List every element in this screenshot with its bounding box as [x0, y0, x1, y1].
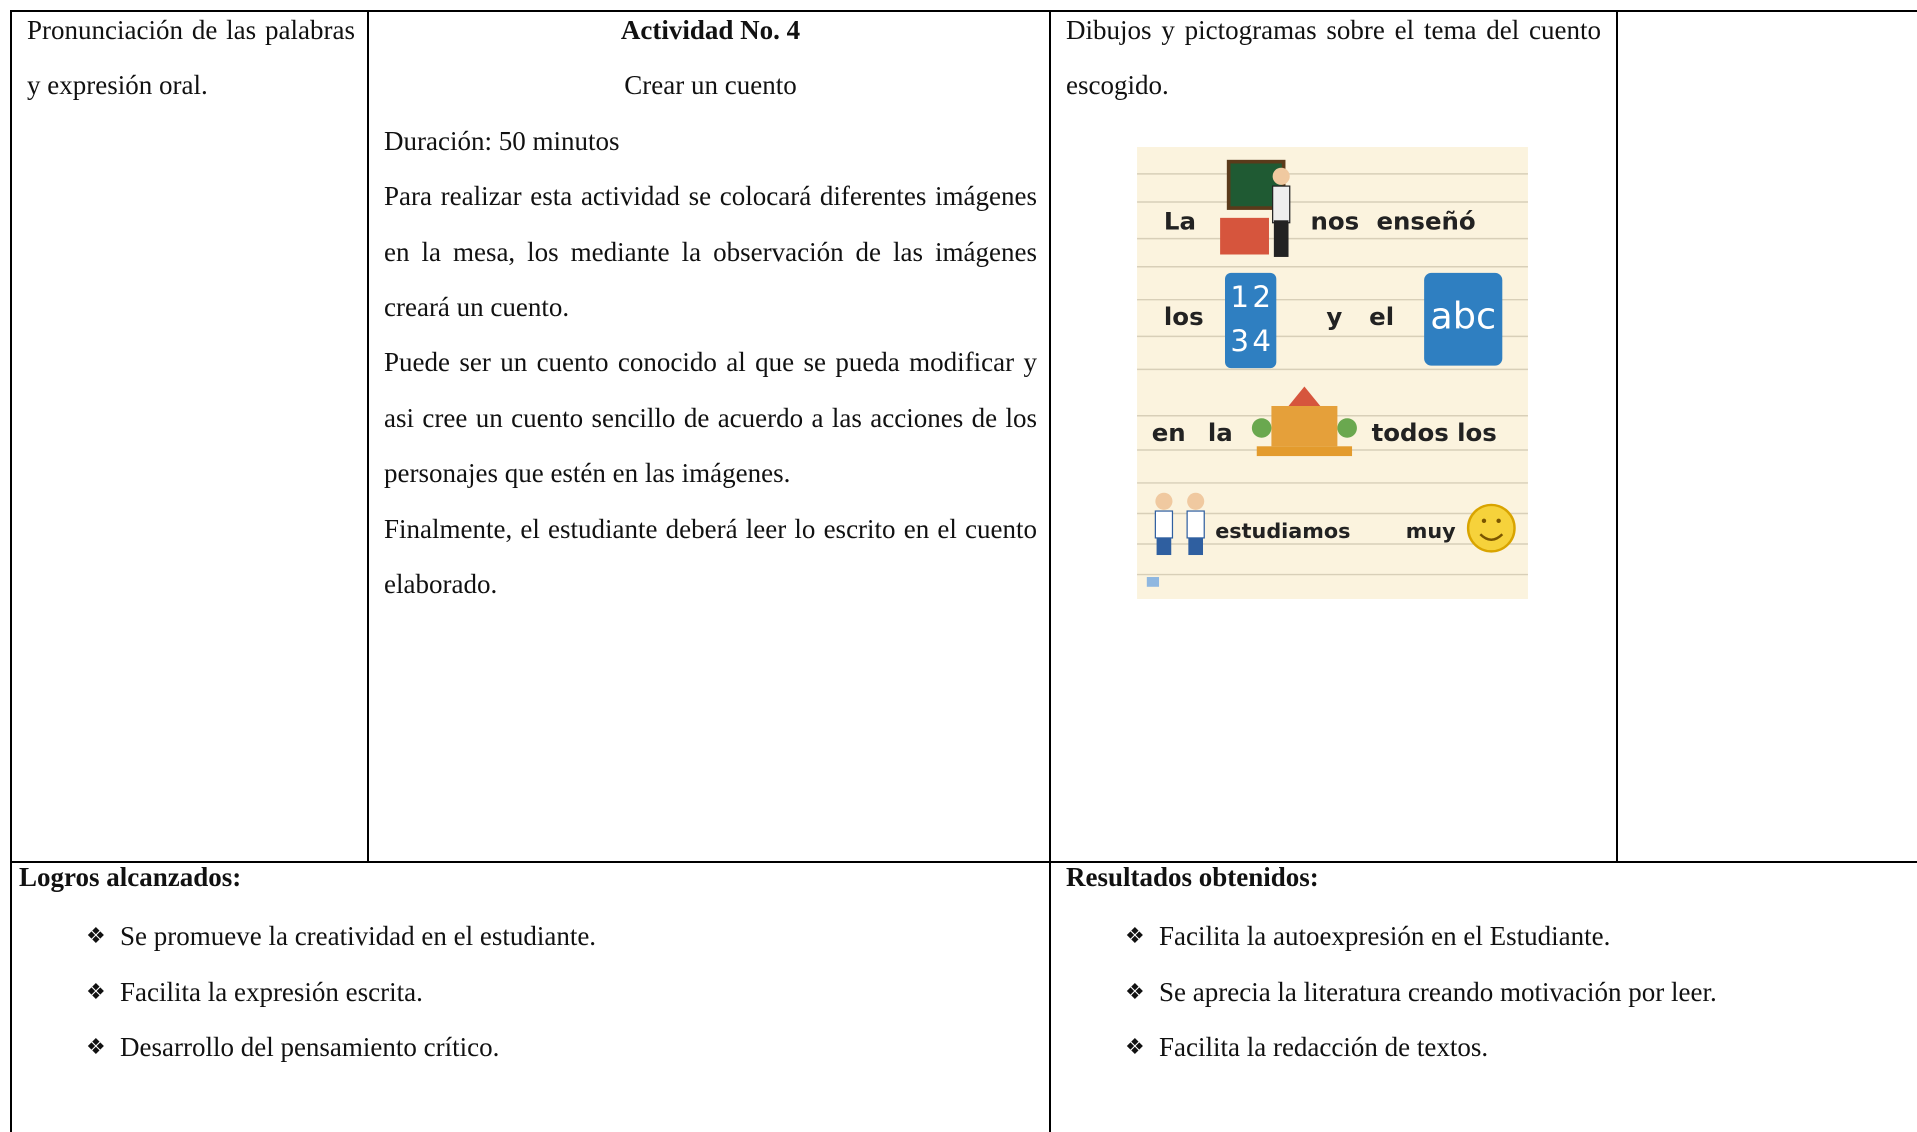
pictogram: La nos enseñó los y el abc en la todos l…	[1137, 147, 1528, 599]
pictogram-word: abc	[1430, 295, 1496, 338]
resources-cell: Dibujos y pictogramas sobre el tema del …	[1066, 3, 1601, 114]
pictogram-word: todos	[1372, 418, 1449, 447]
skill-cell: Pronunciación de las palabras y expresió…	[27, 3, 355, 114]
achievements-list: Se promueve la creatividad en el estudia…	[86, 909, 1039, 1076]
achievements-title: Logros alcanzados:	[19, 862, 242, 892]
pictogram-number: 3	[1230, 324, 1249, 358]
pictogram-word: y	[1326, 302, 1342, 331]
border	[10, 10, 12, 1132]
results-title: Resultados obtenidos:	[1066, 862, 1319, 892]
paragraph: Finalmente, el estudiante deberá leer lo…	[384, 513, 1037, 600]
results-list: Facilita la autoexpresión en el Estudian…	[1125, 909, 1906, 1076]
list-item: Se aprecia la literatura creando motivac…	[1125, 965, 1906, 1021]
pictogram-number: 2	[1252, 280, 1271, 314]
border	[10, 10, 1917, 12]
skill: Pronunciación de las palabras y expresió…	[27, 15, 355, 101]
resources: Dibujos y pictogramas sobre el tema del …	[1066, 15, 1601, 101]
pictogram-word: nos	[1311, 207, 1360, 236]
achievements-cell: Logros alcanzados: Se promueve la creati…	[19, 850, 1039, 1076]
paragraph: Para realizar esta actividad se colocará…	[384, 181, 1037, 323]
results-cell: Resultados obtenidos: Facilita la autoex…	[1066, 850, 1906, 1076]
list-item: Facilita la redacción de textos.	[1125, 1020, 1906, 1076]
list-item: Facilita la autoexpresión en el Estudian…	[1125, 909, 1906, 965]
pictogram-word: La	[1164, 207, 1196, 236]
pictogram-word: la	[1208, 418, 1233, 447]
list-item: Facilita la expresión escrita.	[86, 965, 1039, 1021]
list-item: Se promueve la creatividad en el estudia…	[86, 909, 1039, 965]
duration: Duración: 50 minutos	[384, 125, 620, 156]
pictogram-number: 4	[1252, 324, 1271, 358]
paragraph: Puede ser un cuento conocido al que se p…	[384, 347, 1037, 489]
pictogram-word: estudiamos	[1215, 519, 1350, 543]
activity-subtitle: Crear un cuento	[624, 70, 797, 101]
activity-cell: Actividad No. 4 Crear un cuento Duración…	[384, 3, 1037, 612]
border	[1049, 10, 1051, 1132]
pictogram-word: en	[1152, 418, 1186, 447]
activity-title: Actividad No. 4	[620, 15, 801, 45]
pictogram-word: los	[1164, 302, 1204, 331]
border	[1616, 10, 1618, 861]
list-item: Desarrollo del pensamiento crítico.	[86, 1020, 1039, 1076]
pictogram-word: el	[1369, 302, 1394, 331]
border	[10, 861, 1917, 863]
pictogram-word: muy	[1406, 519, 1456, 543]
pictogram-word: los	[1457, 418, 1497, 447]
pictogram-word: enseñó	[1376, 207, 1475, 236]
border	[367, 10, 369, 861]
pictogram-number: 1	[1230, 280, 1249, 314]
